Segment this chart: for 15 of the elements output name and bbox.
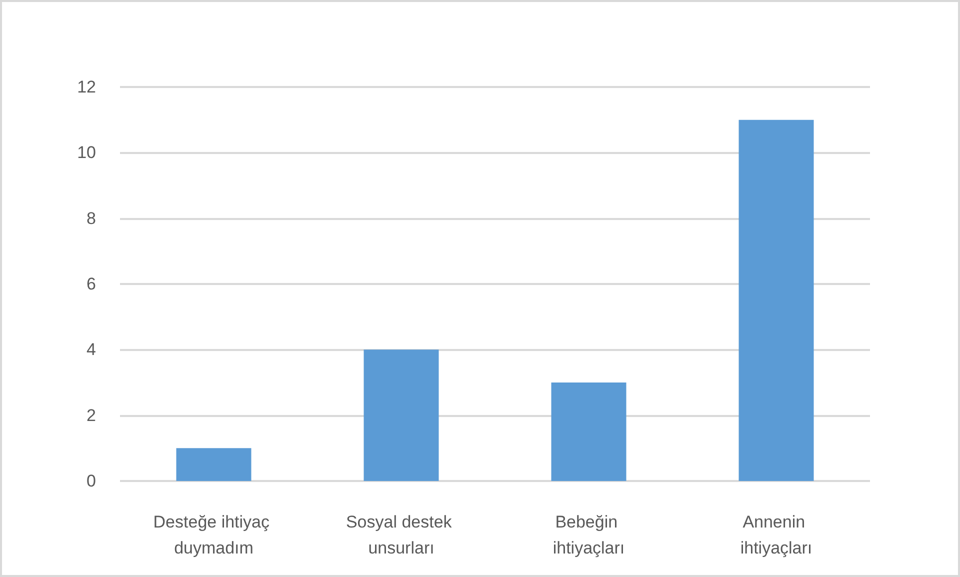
y-tick-label: 0	[86, 472, 96, 490]
y-tick-label: 12	[77, 78, 96, 96]
y-tick-label: 6	[86, 274, 96, 294]
x-tick-label: Sosyal destek unsurları	[346, 512, 457, 558]
y-tick-label: 4	[86, 340, 96, 360]
x-tick-label: Annenin ihtiyaçları	[740, 512, 812, 558]
bar	[176, 448, 252, 481]
y-tick-label: 2	[86, 406, 96, 425]
x-tick-label: Desteğe ihtiyaç duymadım	[153, 512, 274, 558]
y-tick-label: 8	[86, 208, 96, 228]
bar	[364, 350, 439, 481]
x-tick-label: Bebeğin ihtiyaçları	[552, 512, 625, 558]
y-tick-label: 10	[77, 143, 96, 162]
bar	[551, 382, 626, 481]
bar	[738, 120, 814, 481]
